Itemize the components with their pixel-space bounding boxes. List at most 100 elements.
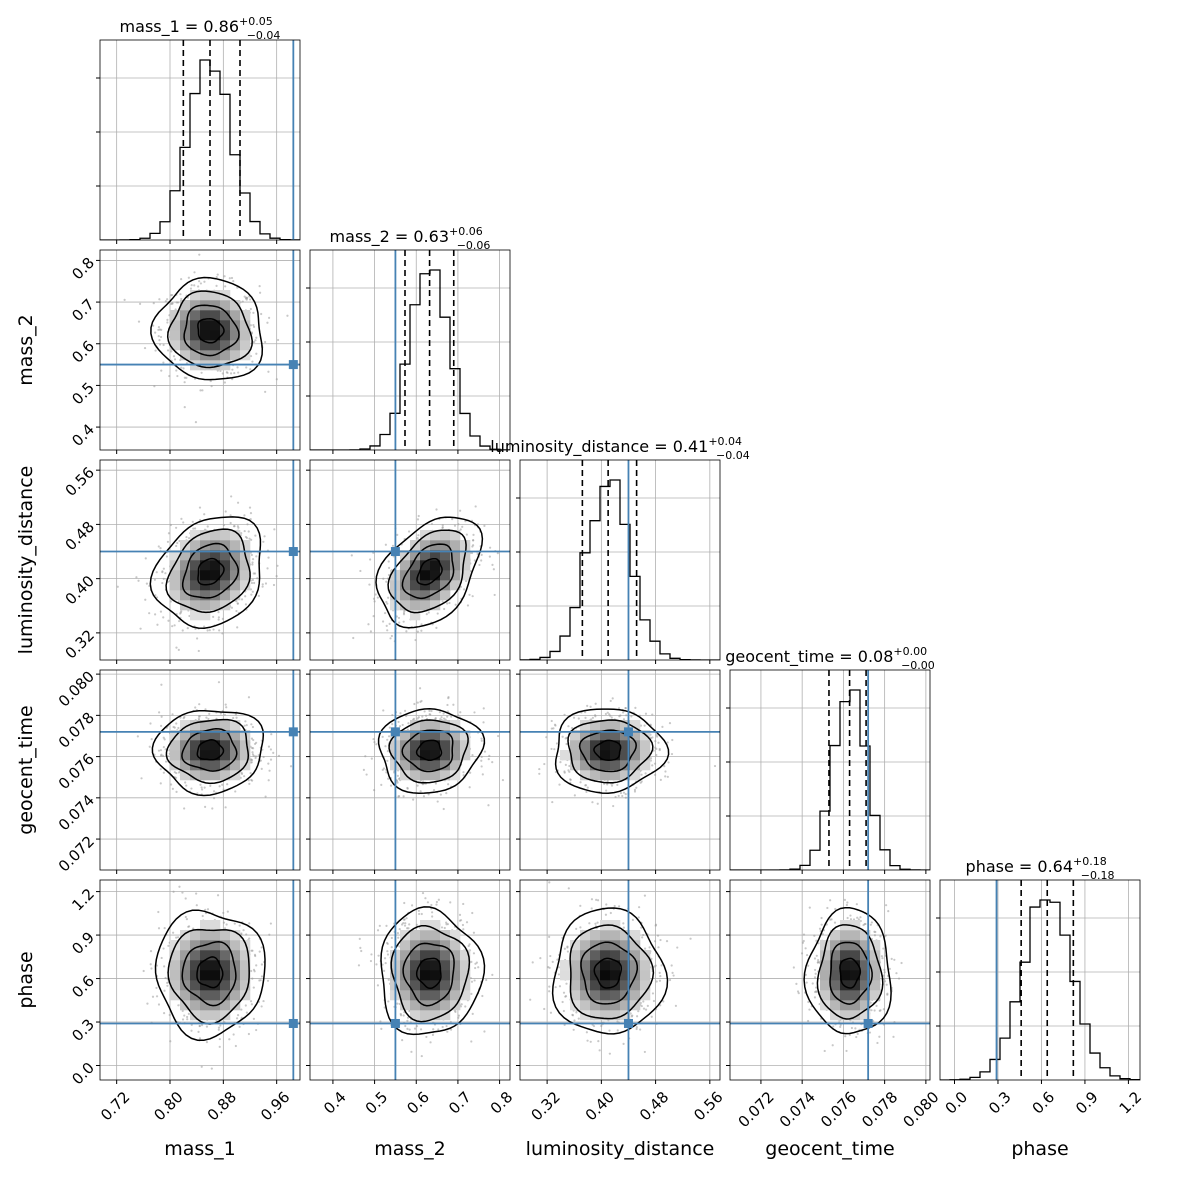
density-cell (210, 300, 221, 311)
scatter-point (435, 626, 438, 630)
scatter-point (608, 713, 611, 716)
density-cell (240, 340, 251, 351)
scatter-point (224, 510, 227, 513)
density-cell (440, 590, 451, 601)
density-cell (440, 760, 451, 771)
scatter-point (198, 715, 201, 718)
scatter-point (427, 611, 430, 614)
contour-line (197, 557, 225, 586)
scatter-point (451, 518, 454, 521)
density-cell (590, 760, 601, 771)
scatter-point (416, 784, 419, 787)
scatter-point (663, 765, 666, 768)
scatter-point (172, 931, 175, 934)
contour-line (375, 516, 484, 629)
scatter-point (267, 316, 271, 319)
scatter-point (148, 745, 151, 748)
scatter-point (249, 354, 253, 358)
scatter-point (450, 715, 453, 718)
scatter-point (158, 298, 161, 301)
scatter-point (245, 724, 248, 727)
scatter-point (198, 703, 201, 706)
contour-line (181, 728, 238, 772)
scatter-point (191, 520, 194, 523)
scatter-point (579, 781, 582, 784)
scatter-point (197, 1030, 200, 1034)
density-cell (580, 770, 591, 781)
density-cell (180, 720, 191, 731)
y-tick-label: 0.080 (55, 667, 98, 710)
scatter-point (277, 754, 281, 757)
scatter-point (175, 301, 178, 304)
truth-marker (390, 727, 400, 737)
density-cell (440, 560, 451, 571)
scatter-point (262, 540, 265, 543)
scatter-point (367, 623, 370, 626)
scatter-point (206, 908, 210, 911)
scatter-point (249, 518, 252, 521)
scatter-point (586, 704, 589, 707)
scatter-point (250, 969, 253, 973)
scatter-point (381, 768, 384, 771)
density-cell (200, 600, 211, 611)
density-cell (220, 350, 231, 361)
density-cell (400, 580, 411, 591)
scatter-point (401, 723, 404, 727)
scatter-point (416, 630, 419, 633)
scatter-point (163, 927, 166, 930)
density-cell (450, 740, 461, 751)
panel-frame (99, 459, 301, 661)
density-cell (230, 530, 241, 541)
scatter-point (200, 371, 203, 374)
y-axis-label-geocent_time: geocent_time (15, 705, 37, 834)
scatter-point (253, 581, 256, 585)
scatter-point (572, 716, 576, 719)
contour-line (416, 557, 443, 586)
density-cell (190, 550, 201, 561)
density-cell (220, 770, 231, 781)
scatter-point (260, 975, 264, 978)
scatter-point (196, 792, 199, 795)
scatter-point (372, 738, 375, 741)
scatter-point (162, 343, 165, 347)
density-cell (220, 760, 231, 771)
title-plus: +0.06 (449, 225, 483, 238)
density-cell (220, 570, 231, 581)
scatter-point (407, 722, 410, 725)
scatter-point (417, 514, 420, 518)
scatter-point (175, 369, 178, 372)
scatter-point (655, 753, 658, 757)
scatter-point (352, 636, 355, 640)
title-minus: −0.00 (901, 659, 935, 672)
scatter-point (255, 336, 258, 339)
contour-line (401, 543, 455, 600)
scatter-point (668, 722, 672, 725)
scatter-point (188, 614, 191, 618)
scatter-point (386, 629, 389, 632)
scatter-point (193, 284, 196, 287)
scatter-point (416, 518, 420, 521)
scatter-point (246, 523, 249, 526)
scatter-point (253, 742, 257, 746)
density-cell (600, 760, 611, 771)
scatter-point (644, 772, 647, 775)
panel-content (100, 460, 300, 660)
scatter-point (221, 783, 224, 786)
scatter-point (229, 372, 233, 375)
scatter-point (194, 421, 198, 424)
density-cell (420, 750, 431, 761)
title-minus: −0.06 (457, 239, 491, 252)
density-cell (190, 600, 201, 611)
density-cell (180, 540, 191, 551)
scatter-point (260, 1005, 263, 1008)
density-cell (190, 530, 201, 541)
scatter-point (231, 368, 234, 371)
density-cell (210, 740, 221, 751)
scatter-point (236, 626, 239, 629)
scatter-point (269, 748, 273, 751)
density-cell (610, 720, 621, 731)
density-cell (450, 770, 461, 781)
density-cell (190, 310, 201, 321)
density-cell (230, 560, 241, 571)
